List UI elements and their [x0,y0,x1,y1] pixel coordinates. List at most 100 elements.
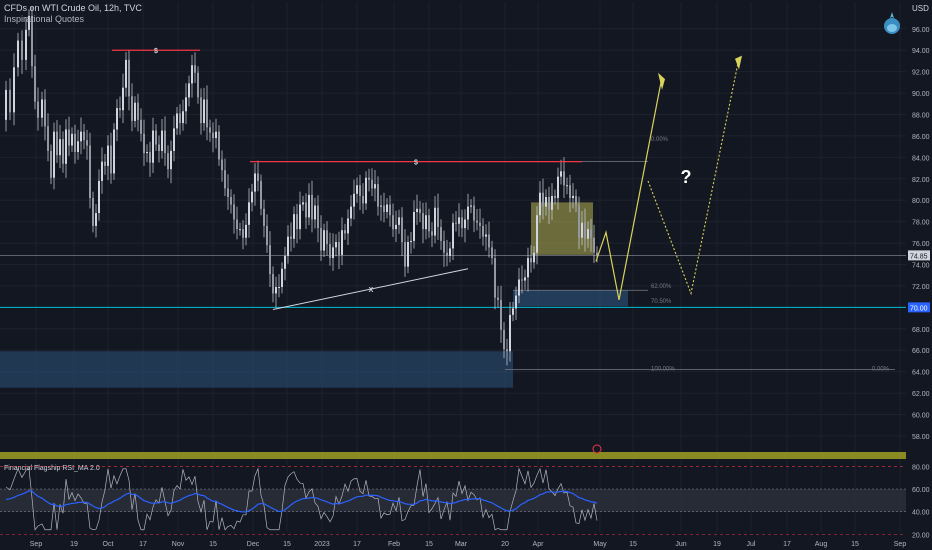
current-price-tag [908,250,930,261]
candle-body [413,212,415,241]
candle-body [464,219,466,229]
candle-body [419,208,421,214]
candle-body [299,204,301,230]
candle-body [188,83,190,98]
time-tick-label: Mar [455,541,468,548]
candle-body [356,185,358,194]
price-tick-label: 72.00 [912,284,930,291]
candle-body [362,195,364,204]
candle-body [212,132,214,139]
candle-body [335,242,337,248]
candle-body [155,130,157,145]
candle-body [551,195,553,210]
candle-body [323,230,325,251]
price-tick-label: 78.00 [912,220,930,227]
price-tick-label: 64.00 [912,370,930,377]
candle-body [95,213,97,226]
candle-body [254,173,256,192]
trendline [272,268,469,310]
candle-body [398,217,400,225]
candle-body [392,215,394,230]
candle-body [31,15,33,67]
candle-body [146,152,148,154]
candle-body [34,66,36,102]
indicator-tick-label: 40.00 [912,510,930,517]
rsi-ma-line [5,490,598,513]
candle-body [245,224,247,238]
candle-body [137,102,139,120]
candle-body [317,205,319,229]
time-tick-label: Jun [675,541,686,548]
candle-body [482,225,484,237]
candle-body [302,202,304,205]
candle-body [467,206,469,220]
candle-body [113,129,115,174]
candle-body [173,128,175,151]
indicator-tick-label: 20.00 [912,532,930,539]
indicator-tick-label: 60.00 [912,487,930,494]
candle-body [578,205,580,238]
candle-body [305,202,307,218]
candle-body [260,180,262,209]
fib-label: 0.00% [872,366,890,372]
candle-body [491,247,493,259]
price-tick-label: 96.00 [912,27,930,34]
candle-body [443,240,445,253]
time-tick-label: 15 [283,541,291,548]
candle-body [197,72,199,98]
candle-body [500,299,502,330]
candle-body [233,204,235,220]
candle-body [431,231,433,236]
candle-body [401,217,403,242]
candle-body [158,144,160,151]
candle-body [236,219,238,230]
candle-body [275,287,277,294]
resistance-label-2: $ [414,160,418,167]
candle-body [149,152,151,163]
candle-body [593,237,595,253]
candle-body [68,129,70,146]
candle-body [239,229,241,231]
candle-body [341,230,343,255]
candle-body [308,194,310,218]
candle-body [488,234,490,248]
price-tick-label: 66.00 [912,348,930,355]
candle-body [92,198,94,226]
candle-body [530,258,532,263]
candle-body [56,131,58,156]
candle-body [395,224,397,230]
candle-body [479,222,481,226]
candle-body [461,217,463,229]
candle-body [107,145,109,166]
time-tick-label: Feb [388,541,400,548]
candle-body [428,215,430,232]
candle-body [545,197,547,207]
candle-body [128,59,130,97]
candle-body [596,252,598,256]
candle-body [533,252,535,263]
time-tick-label: May [593,541,607,548]
rsi-line [5,467,598,531]
candle-body [206,99,208,128]
candle-body [311,194,313,220]
candle-body [80,131,82,142]
price-tick-label: 62.00 [912,391,930,398]
candle-body [53,131,55,178]
price-tick-label: 94.00 [912,48,930,55]
candle-body [365,177,367,204]
candle-body [62,139,64,164]
candle-body [230,197,232,205]
candle-body [182,111,184,124]
candle-body [17,40,19,68]
candle-body [248,202,250,225]
candle-body [557,176,559,199]
candle-body [101,161,103,181]
candle-body [440,227,442,241]
candle-body [347,218,349,234]
candle-body [218,131,220,160]
candle-body [509,314,511,352]
candle-body [25,29,27,60]
price-tick-label: 80.00 [912,198,930,205]
